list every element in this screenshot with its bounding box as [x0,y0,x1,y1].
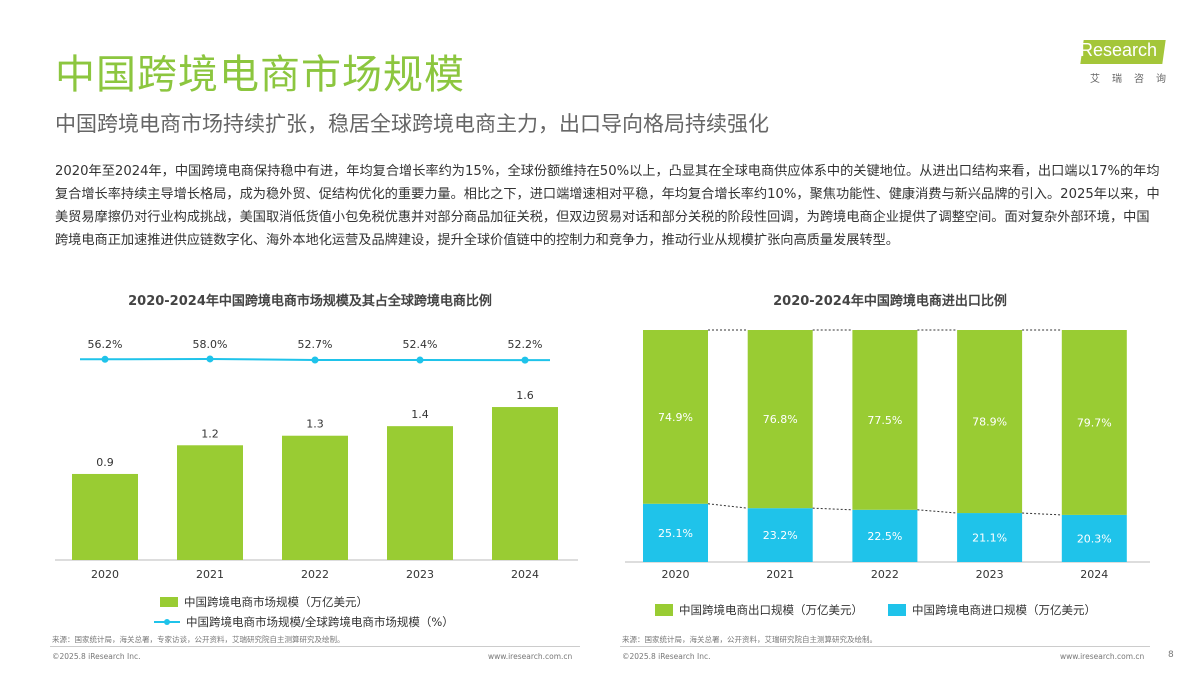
source-right: 来源：国家统计局，海关总署，公开资料，艾瑞研究院自主测算研究及绘制。 [622,635,877,644]
iresearch-logo: iResearch 艾瑞咨询 [1070,38,1166,88]
export-bar [747,330,813,509]
legend-swatch [888,604,906,616]
import-label: 20.3% [1077,532,1112,545]
line-label: 52.7% [298,338,333,351]
export-label: 79.7% [1077,416,1112,429]
export-bar [957,330,1023,514]
line-point [311,356,319,364]
x-tick-label: 2021 [196,568,224,581]
export-bar [852,330,918,510]
url: www.iresearch.com.cn [488,652,573,661]
import-label: 21.1% [972,532,1007,545]
line-point [416,356,424,364]
body-text: 2020年至2024年，中国跨境电商保持稳中有进，年均复合增长率约为15%，全球… [55,164,1160,248]
export-label: 74.9% [658,411,693,424]
footer-divider [50,646,580,647]
line-point [101,355,109,363]
page-subtitle: 中国跨境电商市场持续扩张，稳居全球跨境电商主力，出口导向格局持续强化 [55,112,769,136]
legend-label: 中国跨境电商市场规模（万亿美元） [184,595,368,609]
import-bar [1061,514,1127,562]
x-tick-label: 2023 [406,568,434,581]
page-number: 8 [1168,650,1174,660]
legend-import: 中国跨境电商进口规模（万亿美元） [888,602,1096,618]
export-bar [643,330,708,504]
legend-line-icon [154,619,180,625]
x-tick-label: 2020 [91,568,119,581]
connector-line [917,509,958,514]
line-label: 58.0% [193,338,228,351]
x-tick-label: 2022 [871,568,899,581]
copyright: ©2025.8 iResearch Inc. [52,652,141,661]
line-label: 52.4% [403,338,438,351]
connector-line [1022,512,1062,516]
export-label: 77.5% [867,414,902,427]
legend-export: 中国跨境电商出口规模（万亿美元） [655,602,863,618]
import-bar [852,509,918,562]
import-bar [957,513,1023,562]
bar [72,473,138,560]
bar [387,426,453,560]
import-bar [643,503,708,562]
bar [282,435,348,560]
logo-sub: 艾瑞咨询 [1090,74,1178,85]
legend-label: 中国跨境电商市场规模/全球跨境电商市场规模（%） [186,615,454,629]
x-tick-label: 2023 [976,568,1004,581]
logo-brand: iResearch [1076,40,1158,60]
bar [177,445,243,560]
legend-swatch [655,604,673,616]
x-tick-label: 2022 [301,568,329,581]
line-label: 56.2% [88,338,123,351]
x-tick-label: 2024 [511,568,539,581]
line-point [521,356,529,364]
bar-label: 1.3 [306,418,324,431]
legend-share: 中国跨境电商市场规模/全球跨境电商市场规模（%） [154,614,454,630]
legend-market-size: 中国跨境电商市场规模（万亿美元） [160,594,368,610]
bar-label: 1.6 [516,389,534,402]
copyright: ©2025.8 iResearch Inc. [622,652,711,661]
export-label: 76.8% [763,413,798,426]
legend-label: 中国跨境电商出口规模（万亿美元） [679,603,863,617]
chart1-title: 2020-2024年中国跨境电商市场规模及其占全球跨境电商比例 [128,294,492,309]
x-tick-label: 2021 [766,568,794,581]
export-label: 78.9% [972,416,1007,429]
bar-label: 1.4 [411,408,429,421]
bar-label: 1.2 [201,427,219,440]
legend-swatch [160,597,178,607]
import-label: 22.5% [867,530,902,543]
import-label: 25.1% [658,527,693,540]
line-label: 52.2% [508,338,543,351]
source-left: 来源：国家统计局，海关总署，专家访谈，公开资料，艾瑞研究院自主测算研究及绘制。 [52,635,345,644]
bar-label: 0.9 [96,456,114,469]
chart2-title: 2020-2024年中国跨境电商进出口比例 [773,294,1007,309]
import-label: 23.2% [763,529,798,542]
import-bar [747,508,813,562]
x-tick-label: 2020 [662,568,690,581]
url: www.iresearch.com.cn [1060,652,1145,661]
connector-line [707,503,748,509]
footer-divider [620,646,1150,647]
connector-line [812,507,853,511]
x-tick-label: 2024 [1080,568,1108,581]
line-point [206,355,214,363]
bar [492,407,558,560]
page-title: 中国跨境电商市场规模 [55,52,465,98]
legend-label: 中国跨境电商进口规模（万亿美元） [912,603,1096,617]
export-bar [1061,330,1127,515]
